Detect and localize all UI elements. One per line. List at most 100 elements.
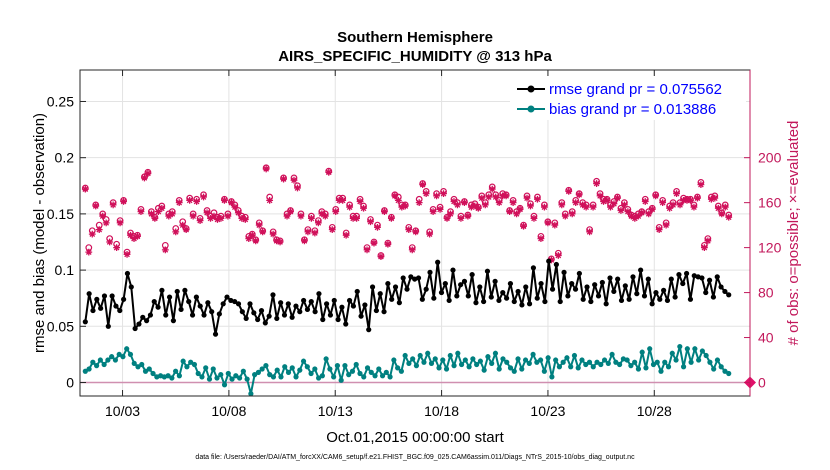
bias-point	[515, 356, 521, 362]
bias-point	[101, 361, 107, 368]
bias-point	[658, 368, 664, 374]
obs-evaluated-point	[168, 210, 176, 218]
bias-point	[594, 359, 600, 365]
obs-evaluated-point	[495, 199, 503, 207]
obs-evaluated-point	[707, 195, 715, 203]
obs-evaluated-point	[120, 198, 127, 205]
rmse-point	[136, 321, 142, 327]
rmse-point	[576, 270, 582, 277]
bias-point	[398, 368, 404, 374]
rmse-point	[492, 278, 498, 284]
rmse-point	[653, 289, 659, 296]
legend-rmse-marker	[527, 85, 535, 93]
obs-evaluated-point	[259, 228, 267, 236]
bias-point	[255, 369, 261, 375]
bias-point	[289, 365, 295, 371]
bias-point	[617, 361, 623, 368]
obs-evaluated-point	[384, 240, 392, 248]
rmse-point	[645, 276, 651, 282]
obs-evaluated-point	[387, 214, 395, 222]
obs-evaluated-point	[447, 210, 454, 218]
obs-evaluated-point	[109, 201, 117, 209]
obs-evaluated-point	[478, 194, 486, 202]
rmse-point	[473, 300, 479, 306]
bias-point	[353, 361, 359, 368]
rmse-point	[714, 274, 720, 280]
y2-tick-label: 200	[758, 150, 782, 166]
y2-tick-label: 40	[758, 330, 774, 346]
obs-evaluated-point	[422, 190, 430, 198]
bias-point	[632, 359, 638, 365]
rmse-point	[151, 298, 157, 305]
bias-point	[466, 364, 472, 370]
bias-point	[541, 368, 547, 374]
obs-evaluated-point	[349, 214, 357, 222]
rmse-point	[503, 295, 510, 301]
rmse-point	[224, 294, 230, 300]
obs-evaluated-point	[203, 209, 211, 217]
bias-point	[206, 376, 213, 382]
obs-evaluated-point	[370, 239, 378, 247]
bias-point	[628, 363, 634, 369]
obs-evaluated-point	[179, 221, 187, 229]
obs-evaluated-point	[523, 194, 531, 202]
obs-evaluated-point	[374, 223, 381, 231]
bias-point	[496, 366, 502, 372]
obs-evaluated-point	[325, 168, 333, 176]
obs-evaluated-point	[405, 226, 413, 234]
obs-evaluated-point	[273, 237, 281, 245]
rmse-point	[82, 319, 88, 325]
bias-point	[556, 364, 563, 370]
rmse-point	[442, 280, 448, 287]
obs-evaluated-point	[335, 197, 343, 204]
rmse-point	[526, 301, 533, 307]
bias-point	[560, 359, 566, 365]
obs-evaluated-point	[363, 246, 371, 254]
bias-point	[334, 363, 341, 369]
rmse-point	[121, 296, 127, 302]
bias-point	[270, 374, 277, 380]
obs-evaluated-point	[297, 212, 305, 220]
y2-tick-label: 0	[758, 375, 766, 391]
obs-evaluated-point	[339, 197, 347, 204]
bias-point	[297, 367, 303, 373]
bias-point	[639, 349, 645, 355]
obs-evaluated-point	[558, 201, 566, 209]
obs-evaluated-point	[589, 203, 597, 211]
obs-evaluated-point	[436, 205, 444, 213]
obs-evaluated-point	[610, 200, 618, 208]
rmse-point	[484, 268, 491, 274]
bias-point	[474, 361, 480, 368]
obs-evaluated-point	[231, 203, 239, 211]
rmse-point	[565, 293, 571, 299]
obs-evaluated-point	[541, 203, 548, 211]
bias-point	[492, 350, 499, 356]
x-tick-label: 10/08	[211, 403, 246, 419]
bias-point	[458, 361, 465, 368]
rmse-point	[143, 318, 150, 324]
obs-evaluated-point	[106, 238, 114, 246]
bias-point	[590, 364, 596, 370]
rmse-point	[270, 292, 276, 298]
obs-evaluated-point	[311, 229, 319, 237]
obs-evaluated-point	[314, 219, 322, 227]
obs-evaluated-point	[718, 210, 726, 218]
obs-evaluated-point	[488, 185, 496, 193]
bias-point	[696, 357, 702, 363]
obs-evaluated-point	[513, 210, 520, 218]
y-tick-label: 0.25	[47, 93, 74, 109]
rmse-point	[178, 306, 184, 313]
bias-point	[481, 367, 487, 373]
obs-evaluated-point	[725, 213, 733, 221]
rmse-point	[358, 313, 364, 319]
bias-point	[391, 357, 397, 363]
rmse-point	[327, 312, 334, 318]
bias-point	[647, 346, 653, 352]
bias-point	[116, 351, 122, 358]
bias-point	[361, 374, 367, 380]
obs-evaluated-point	[537, 235, 545, 243]
rmse-point	[461, 278, 468, 284]
bias-point	[526, 360, 532, 366]
obs-evaluated-point	[342, 231, 350, 239]
bias-point	[530, 351, 536, 358]
